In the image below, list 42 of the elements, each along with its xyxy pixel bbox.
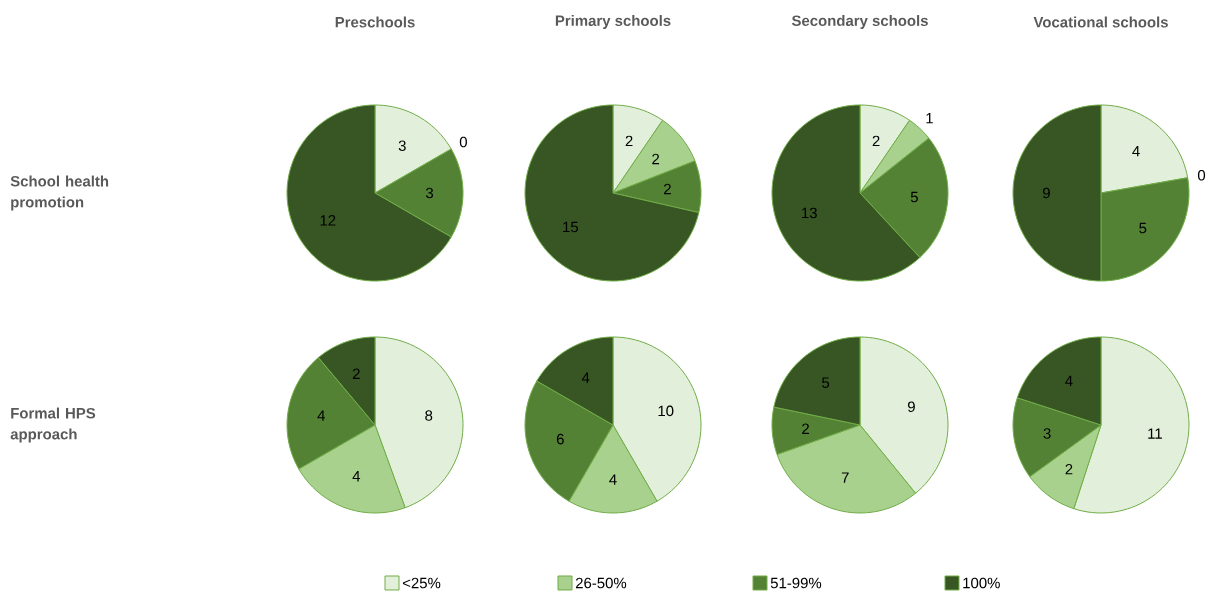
data-label: 4: [581, 372, 590, 383]
text: 0: [459, 136, 467, 148]
legend-label: 100%: [963, 577, 1000, 589]
data-label: 4: [1132, 146, 1140, 157]
text: 0: [1197, 169, 1206, 181]
data-label: 10: [658, 405, 674, 417]
data-label: 2: [625, 135, 633, 147]
data-label: 3: [425, 187, 434, 199]
data-label: 7: [841, 472, 849, 483]
data-label: 9: [1042, 187, 1050, 199]
data-label: 1: [926, 113, 933, 124]
data-label: 6: [556, 433, 564, 445]
data-label: 4: [317, 410, 325, 421]
data-label: 5: [910, 191, 918, 203]
data-label: 4: [609, 474, 617, 485]
data-label: 9: [907, 401, 915, 413]
legend-label: <25%: [402, 577, 441, 589]
data-label: 4: [1065, 375, 1073, 386]
data-label: 3: [1043, 428, 1051, 439]
chart-title: Preschools: [335, 16, 415, 28]
chart-title: Secondary schools: [791, 15, 928, 29]
data-label: 4: [352, 471, 361, 482]
text: Formal HPS approach: [10, 407, 96, 443]
data-label: 8: [425, 410, 433, 421]
legend-label: 26-50%: [575, 577, 627, 589]
data-label: 5: [1139, 222, 1147, 234]
data-label: 13: [802, 207, 817, 219]
data-label: 2: [872, 135, 880, 147]
data-label: 11: [1148, 428, 1162, 439]
data-label: 12: [320, 215, 336, 226]
legend-label: 51-99%: [770, 577, 822, 589]
data-label: 2: [802, 423, 809, 434]
chart-title: Primary schools: [555, 15, 671, 29]
data-label: 3: [398, 140, 406, 152]
text: School health promotion: [10, 175, 109, 211]
data-label: 15: [563, 221, 579, 233]
data-label: 2: [352, 368, 360, 379]
data-label: 2: [664, 183, 671, 195]
data-label: 2: [652, 153, 660, 165]
chart-title: Vocational schools: [1033, 16, 1168, 28]
data-label: 2: [1065, 463, 1073, 475]
data-label: 5: [822, 377, 830, 388]
